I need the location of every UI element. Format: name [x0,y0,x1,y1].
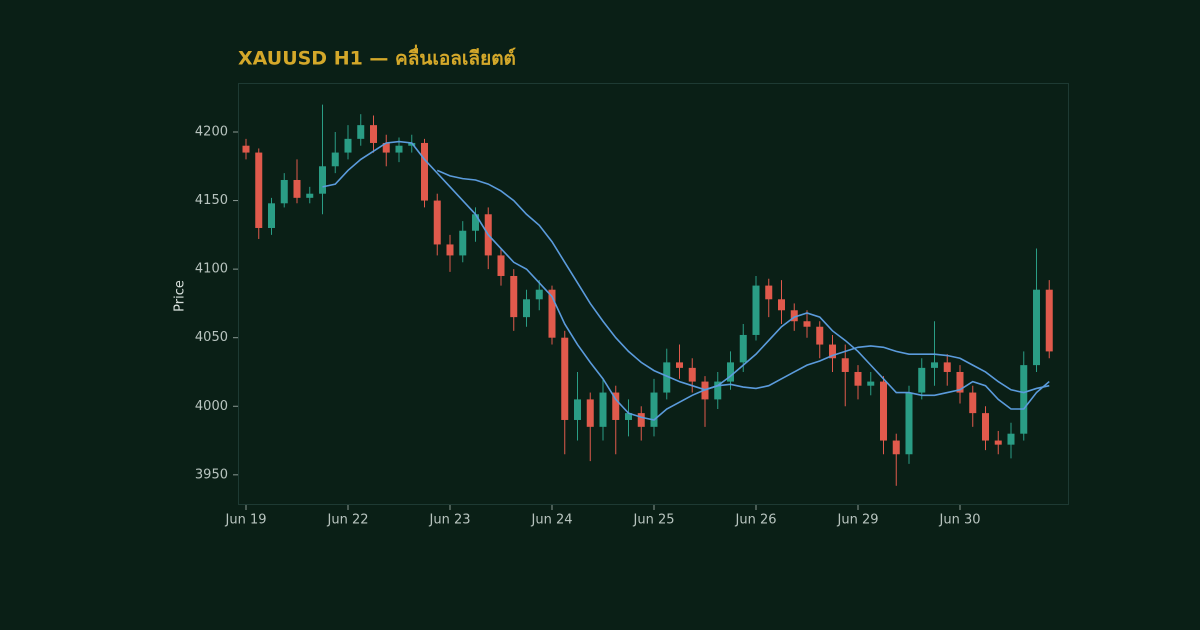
candle-body [956,371,964,393]
candle-body [994,440,1002,445]
candle-body [242,145,250,153]
candle-body [459,230,467,256]
candle-body [969,392,977,414]
candle-body [714,381,722,400]
candle-body [561,337,569,420]
plot-frame [238,83,1069,505]
y-axis-label: Price [173,280,188,312]
x-tick-label: Jun 30 [939,513,981,528]
candle-body [446,244,454,256]
candle-body [982,413,989,441]
candle-body [841,358,849,372]
candle-body [637,413,645,427]
candle-body [421,142,428,201]
candle-body [510,275,518,318]
x-tick-label: Jun 22 [327,513,369,528]
candle-body [306,193,314,198]
candle-body [382,142,390,153]
candle-body [676,362,683,368]
x-tick-label: Jun 26 [735,513,777,528]
candle-body [905,392,913,455]
candle-body [663,362,671,393]
candle-body [892,440,900,455]
y-tick-label: 3950 [195,467,228,482]
y-tick-label: 4100 [195,262,228,277]
candle-body [829,344,836,359]
candle-body [918,367,926,393]
candle-body [816,326,824,345]
candle-body [931,362,938,368]
candle-body [433,200,441,245]
candle-body [943,362,951,372]
candle-body [280,179,288,204]
moving-average [322,140,1050,421]
candle-body [625,413,632,420]
candle-body [408,142,416,146]
candle-body [370,125,377,143]
y-tick-label: 4050 [195,330,228,345]
candle-body [803,321,811,327]
y-tick-label: 4000 [195,399,228,414]
x-tick-label: Jun 29 [837,513,879,528]
x-tick-label: Jun 19 [225,513,267,528]
candle-body [599,392,607,427]
candle-body [752,285,760,335]
candle-body [1033,289,1040,366]
candle-body [319,166,326,194]
y-tick-label: 4200 [195,124,228,139]
candle-body [523,299,530,318]
candle-body [688,367,696,382]
candle-body [472,214,479,231]
candle-body [1007,433,1015,445]
candle-body [535,289,543,300]
candle-body [612,392,620,420]
candle-body [867,381,875,386]
x-tick-label: Jun 23 [429,513,471,528]
candle-body [765,285,773,300]
y-tick-label: 4150 [195,193,228,208]
candle-body [497,255,505,276]
candle-body [880,381,887,441]
candle-body [854,371,862,386]
candle-body [790,310,798,322]
candle-body [548,289,556,338]
candle-body [778,299,785,311]
moving-average [436,169,1050,394]
candle-body [727,362,734,382]
candle-body [739,334,747,363]
chart-title: XAUUSD H1 — คลื่นเอลเลียตต์ [238,45,516,70]
candle-body [1045,289,1053,352]
candle-body [586,399,594,427]
candle-body [395,145,403,153]
candle-body [268,203,275,228]
candle-body [357,125,365,139]
candle-body [293,179,301,198]
candle-body [331,152,339,167]
candle-body [574,399,581,420]
x-tick-label: Jun 25 [633,513,675,528]
candle-body [1020,365,1028,434]
candle-body [255,152,263,228]
candle-body [650,392,658,427]
x-tick-label: Jun 24 [531,513,573,528]
candle-body [344,138,352,153]
